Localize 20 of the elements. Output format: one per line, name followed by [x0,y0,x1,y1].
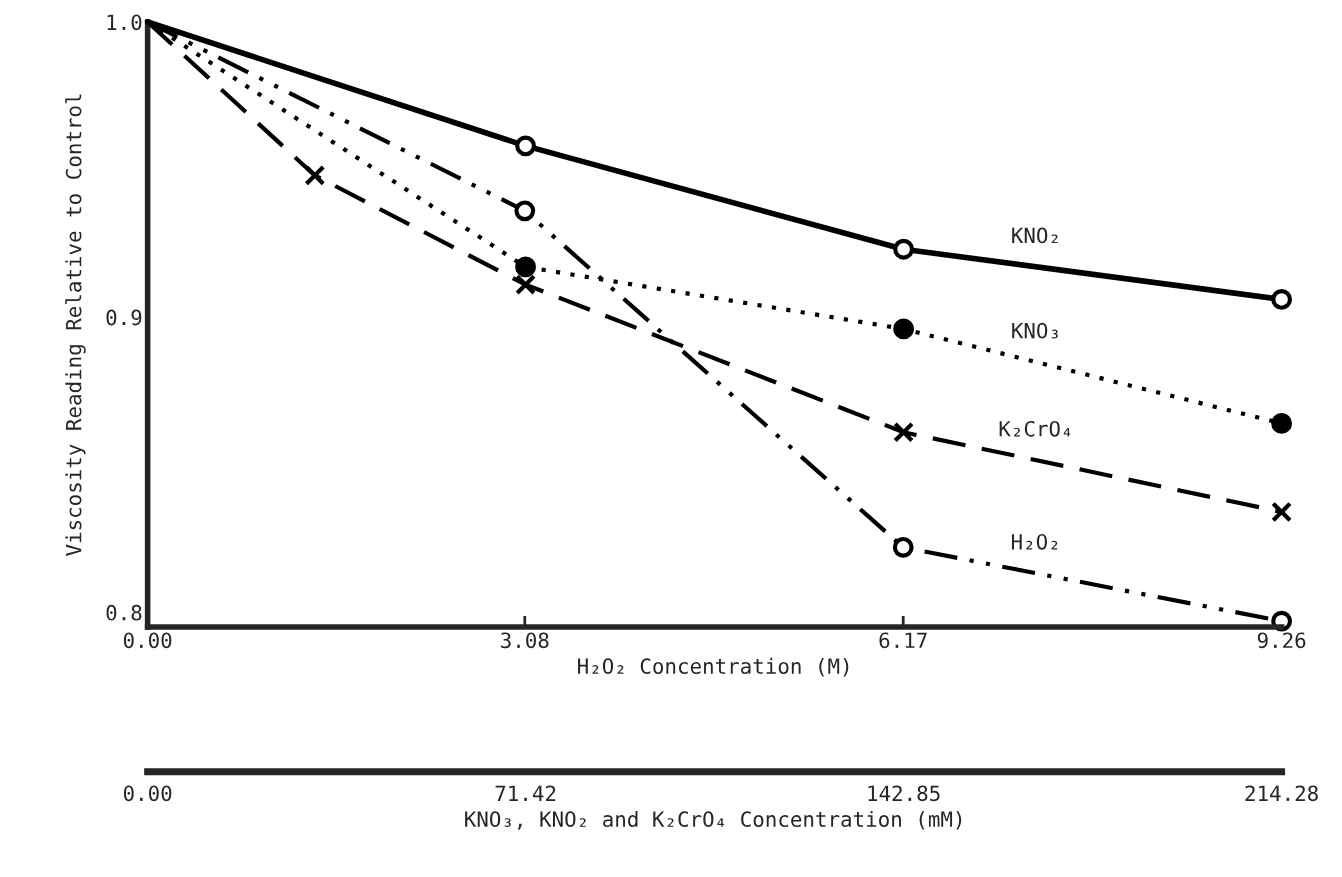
x2-axis-title: KNO₃, KNO₂ and K₂CrO₄ Concentration (mM) [465,810,962,830]
series-label: H₂O₂ [1011,533,1058,550]
y-tick-label: 0.8 [106,604,142,621]
point [892,536,914,558]
series-label: KNO₃ [1012,322,1058,339]
series-label: K₂CrO₄ [999,420,1071,437]
series-label: KNO₂ [1012,227,1058,244]
x-tick-label: 6.17 [879,632,927,649]
x2-tick-label: 71.42 [495,785,556,801]
y-axis-title: Viscosity Reading Relative to Control [65,94,86,556]
y-tick-label: 0.9 [106,309,142,326]
point [514,200,536,222]
x2-tick-label: 142.85 [868,785,940,802]
x-axis-title: H₂O₂ Concentration (M) [578,657,849,677]
x-tick-label: 3.08 [501,632,549,649]
x2-tick-label: 214.28 [1245,785,1318,802]
x-tick-label: 9.26 [1257,632,1306,649]
y-tick-label: 1.0 [107,14,142,31]
x-tick-label: 0.00 [123,632,172,649]
x2-tick-label: 0.00 [123,785,172,802]
